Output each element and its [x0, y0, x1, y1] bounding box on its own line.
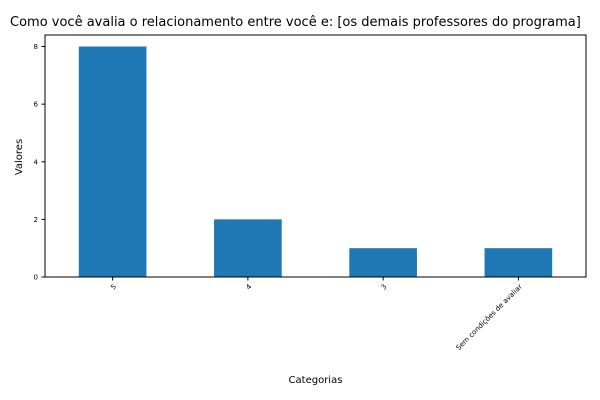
y-tick-label-2: 4 [34, 158, 39, 166]
y-tick-label-0: 0 [34, 274, 38, 282]
x-tick-label-3: Sem condições de avaliar [455, 283, 524, 352]
y-tick-label-3: 6 [34, 101, 39, 109]
axes-frame [44, 34, 587, 278]
bar-3 [349, 248, 417, 277]
bar-4 [484, 248, 553, 277]
y-tick-label-4: 8 [34, 43, 38, 51]
y-axis-label: Valores [14, 139, 25, 175]
y-tick-label-1: 2 [34, 216, 38, 224]
x-tick-label-2: 3 [380, 283, 389, 292]
bar-2 [214, 219, 282, 277]
chart-title: Como você avalia o relacionamento entre … [10, 15, 581, 30]
bar-1 [78, 46, 147, 277]
x-tick-label-1: 4 [244, 282, 253, 291]
plot-area: 0 2 4 6 8 5 4 3 Sem condições de avaliar [34, 34, 587, 352]
x-axis-label: Categorias [289, 375, 343, 386]
x-tick-label-0: 5 [109, 283, 118, 292]
